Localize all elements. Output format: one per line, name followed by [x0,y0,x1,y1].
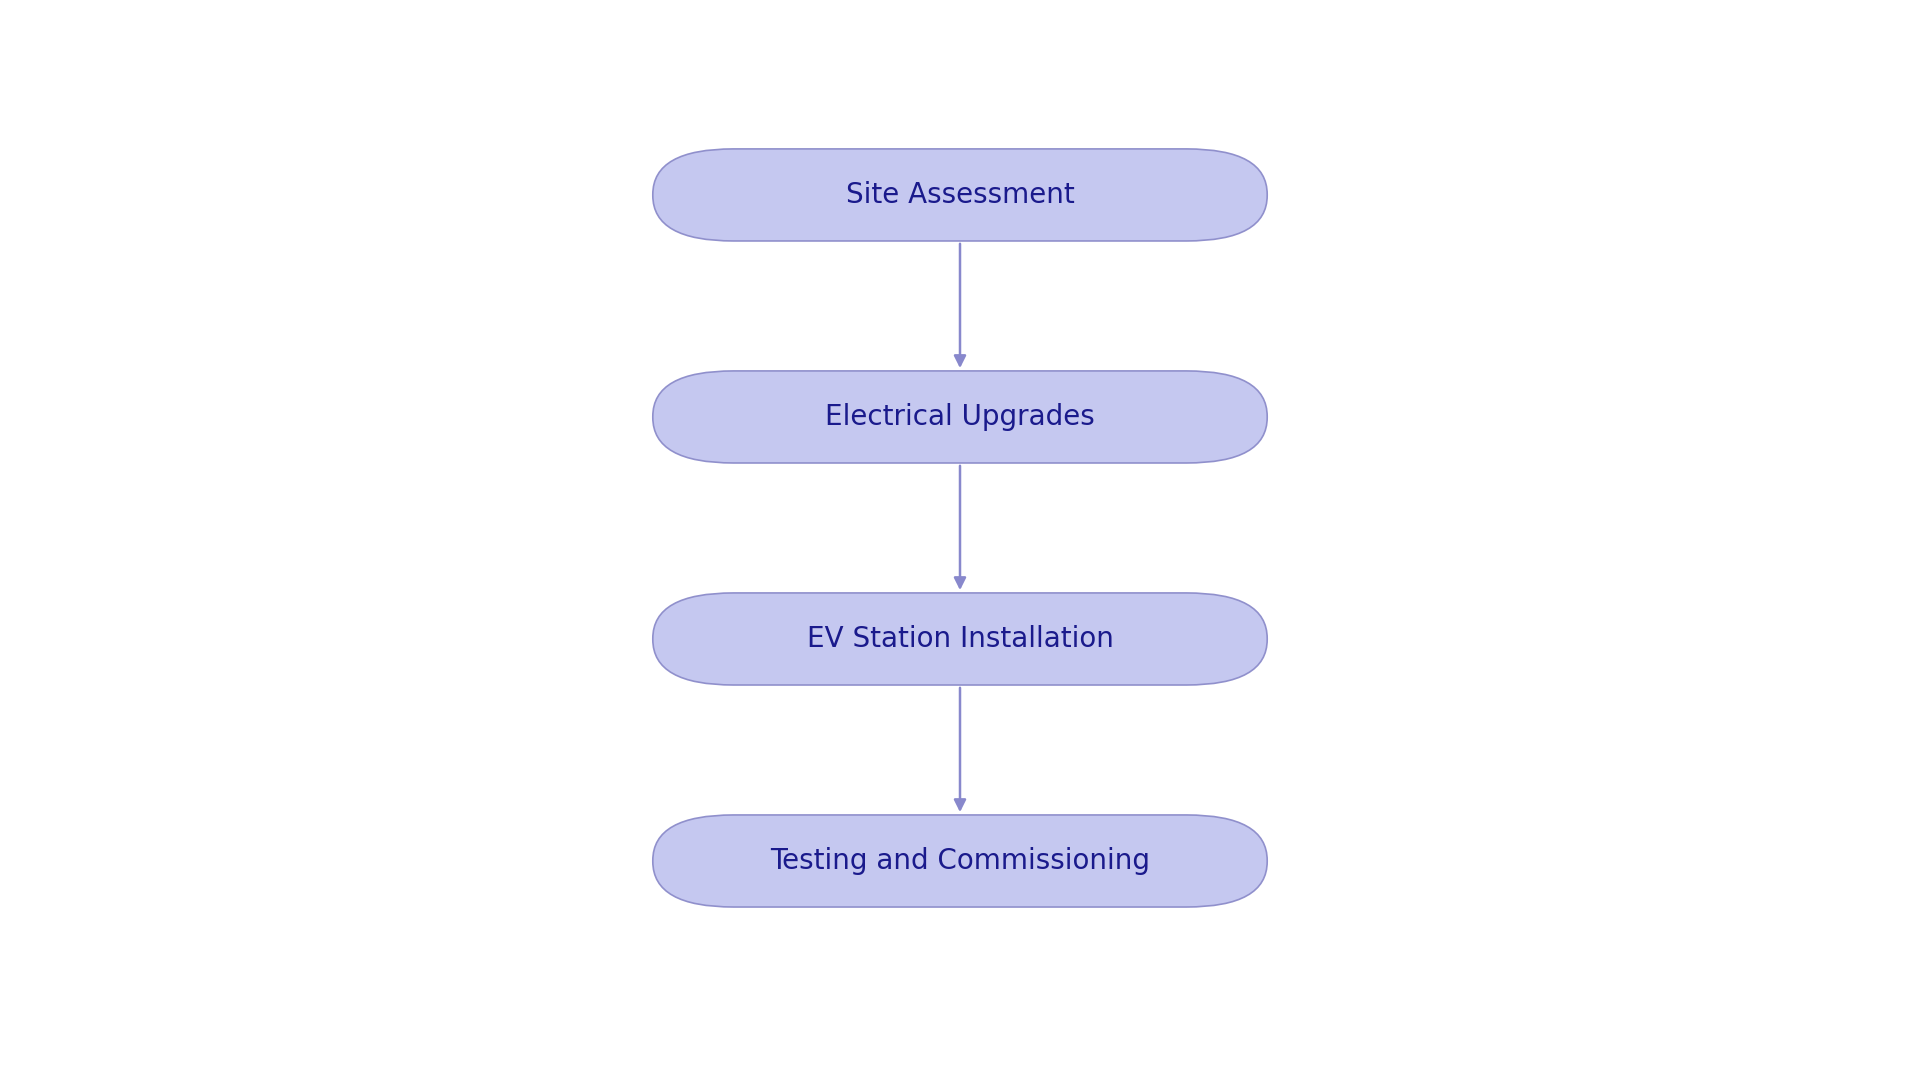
FancyBboxPatch shape [653,370,1267,464]
Text: Site Assessment: Site Assessment [845,181,1075,209]
Text: Testing and Commissioning: Testing and Commissioning [770,847,1150,875]
FancyBboxPatch shape [653,149,1267,242]
FancyBboxPatch shape [653,593,1267,686]
Text: EV Station Installation: EV Station Installation [806,625,1114,653]
FancyBboxPatch shape [653,815,1267,908]
Text: Electrical Upgrades: Electrical Upgrades [826,403,1094,431]
